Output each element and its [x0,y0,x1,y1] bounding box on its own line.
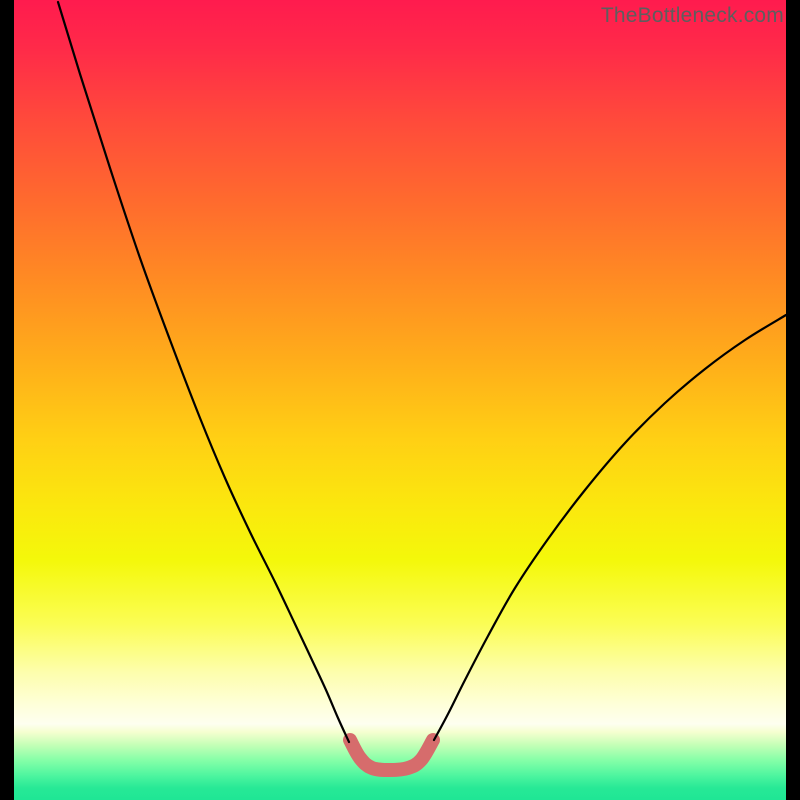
chart-svg [0,0,800,800]
left-border [0,0,14,800]
watermark-text: TheBottleneck.com [601,4,784,28]
chart-background [0,0,800,800]
bottleneck-chart: TheBottleneck.com [0,0,800,800]
right-border [786,0,800,800]
